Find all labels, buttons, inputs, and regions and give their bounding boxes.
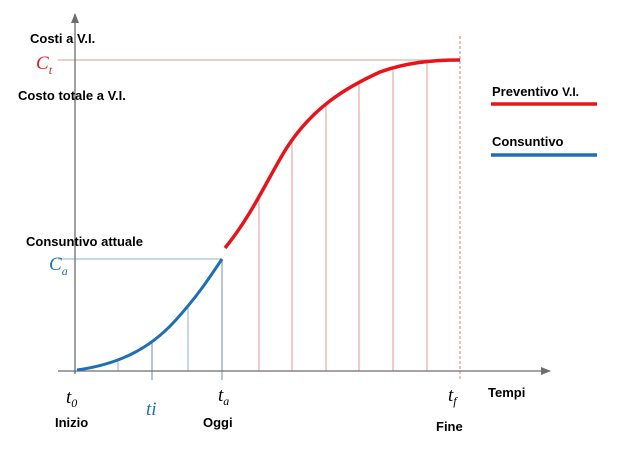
x-axis-title: Tempi [488, 385, 525, 400]
consuntivo-gridlines [117, 259, 223, 380]
oggi-label: Oggi [203, 415, 233, 430]
ta-label: ta [218, 385, 229, 408]
fine-label: Fine [436, 419, 463, 434]
ti-label: ti [146, 399, 157, 420]
preventivo-curve [223, 58, 461, 250]
tf-label: tf [448, 385, 458, 408]
y-axis-title: Costi a V.I. [30, 31, 95, 46]
consuntivo-curve [76, 258, 224, 372]
legend: Preventivo V.I. Consuntivo [491, 84, 597, 157]
ct-label: Ct [36, 53, 53, 77]
legend-preventivo-label: Preventivo V.I. [492, 84, 579, 99]
preventivo-gridlines [258, 36, 461, 380]
t0-label: t0 [66, 387, 77, 410]
ca-label: Ca [49, 254, 68, 278]
inizio-label: Inizio [55, 415, 88, 430]
legend-consuntivo-label: Consuntivo [492, 134, 564, 149]
consuntivo-attuale-label: Consuntivo attuale [26, 234, 143, 249]
costo-totale-label: Costo totale a V.I. [18, 88, 126, 103]
